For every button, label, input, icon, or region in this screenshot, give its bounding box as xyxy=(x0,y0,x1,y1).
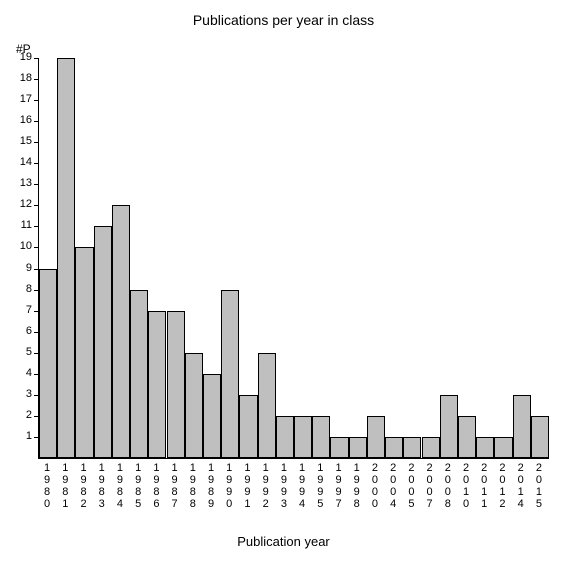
y-tick-label: 2 xyxy=(12,409,32,421)
x-tick-label: 1983 xyxy=(93,462,111,510)
bar xyxy=(422,437,440,458)
y-tick-mark xyxy=(34,184,38,185)
bar xyxy=(294,416,312,458)
x-tick-label: 1980 xyxy=(38,462,56,510)
bar xyxy=(94,226,112,458)
y-tick-label: 1 xyxy=(12,430,32,442)
bar xyxy=(276,416,294,458)
bar xyxy=(221,290,239,458)
x-tick-label: 1995 xyxy=(311,462,329,510)
x-tick-label: 1991 xyxy=(238,462,256,510)
chart-title: Publications per year in class xyxy=(0,12,567,28)
y-tick-label: 18 xyxy=(12,72,32,84)
x-tick-label: 1986 xyxy=(147,462,165,510)
chart-container: Publications per year in class #P Public… xyxy=(0,0,567,567)
y-tick-mark xyxy=(34,163,38,164)
bar xyxy=(203,374,221,458)
y-tick-mark xyxy=(34,395,38,396)
y-tick-label: 15 xyxy=(12,135,32,147)
bar xyxy=(130,290,148,458)
bar xyxy=(167,311,185,458)
x-tick-label: 2007 xyxy=(421,462,439,510)
x-tick-label: 1992 xyxy=(257,462,275,510)
y-tick-label: 4 xyxy=(12,367,32,379)
x-tick-label: 1988 xyxy=(184,462,202,510)
bar xyxy=(75,247,93,458)
x-tick-label: 1994 xyxy=(293,462,311,510)
y-tick-mark xyxy=(34,205,38,206)
y-tick-mark xyxy=(34,269,38,270)
y-tick-label: 10 xyxy=(12,240,32,252)
x-tick-label: 1982 xyxy=(74,462,92,510)
x-tick-label: 1981 xyxy=(56,462,74,510)
bar xyxy=(349,437,367,458)
x-tick-label: 2012 xyxy=(493,462,511,510)
x-tick-label: 2010 xyxy=(457,462,475,510)
bar xyxy=(476,437,494,458)
y-tick-label: 12 xyxy=(12,198,32,210)
bar xyxy=(403,437,421,458)
x-tick-label: 1985 xyxy=(129,462,147,510)
y-tick-mark xyxy=(34,416,38,417)
bar xyxy=(513,395,531,458)
y-tick-mark xyxy=(34,353,38,354)
bar xyxy=(385,437,403,458)
bar xyxy=(112,205,130,458)
y-tick-mark xyxy=(34,247,38,248)
x-tick-label: 2011 xyxy=(475,462,493,510)
y-tick-label: 11 xyxy=(12,219,32,231)
y-tick-label: 19 xyxy=(12,51,32,63)
y-tick-mark xyxy=(34,121,38,122)
bar xyxy=(148,311,166,458)
y-tick-mark xyxy=(34,332,38,333)
y-tick-mark xyxy=(34,374,38,375)
y-tick-mark xyxy=(34,290,38,291)
x-tick-label: 2014 xyxy=(512,462,530,510)
x-tick-label: 1987 xyxy=(166,462,184,510)
y-tick-label: 16 xyxy=(12,114,32,126)
x-tick-label: 1997 xyxy=(329,462,347,510)
x-tick-label: 1990 xyxy=(220,462,238,510)
y-tick-label: 13 xyxy=(12,177,32,189)
bar xyxy=(39,269,57,458)
bar xyxy=(330,437,348,458)
y-tick-label: 17 xyxy=(12,93,32,105)
x-tick-label: 2008 xyxy=(439,462,457,510)
bar xyxy=(494,437,512,458)
y-tick-label: 8 xyxy=(12,283,32,295)
y-tick-label: 7 xyxy=(12,304,32,316)
y-tick-mark xyxy=(34,437,38,438)
x-tick-label: 1989 xyxy=(202,462,220,510)
x-tick-label: 1993 xyxy=(275,462,293,510)
x-tick-label: 2005 xyxy=(402,462,420,510)
bar xyxy=(367,416,385,458)
y-tick-label: 3 xyxy=(12,388,32,400)
bar xyxy=(531,416,549,458)
y-tick-mark xyxy=(34,58,38,59)
y-tick-label: 6 xyxy=(12,325,32,337)
x-tick-label: 2004 xyxy=(384,462,402,510)
bar xyxy=(440,395,458,458)
y-tick-label: 5 xyxy=(12,346,32,358)
y-tick-label: 14 xyxy=(12,156,32,168)
y-tick-label: 9 xyxy=(12,262,32,274)
x-axis-title: Publication year xyxy=(0,534,567,549)
bar xyxy=(185,353,203,458)
bar xyxy=(239,395,257,458)
y-tick-mark xyxy=(34,311,38,312)
y-tick-mark xyxy=(34,79,38,80)
plot-area xyxy=(38,58,549,459)
x-tick-label: 2000 xyxy=(366,462,384,510)
y-tick-mark xyxy=(34,142,38,143)
x-tick-label: 2015 xyxy=(530,462,548,510)
bar xyxy=(312,416,330,458)
x-tick-label: 1998 xyxy=(348,462,366,510)
bar xyxy=(458,416,476,458)
x-tick-label: 1984 xyxy=(111,462,129,510)
y-tick-mark xyxy=(34,226,38,227)
y-tick-mark xyxy=(34,100,38,101)
bar xyxy=(57,58,75,458)
bar xyxy=(258,353,276,458)
